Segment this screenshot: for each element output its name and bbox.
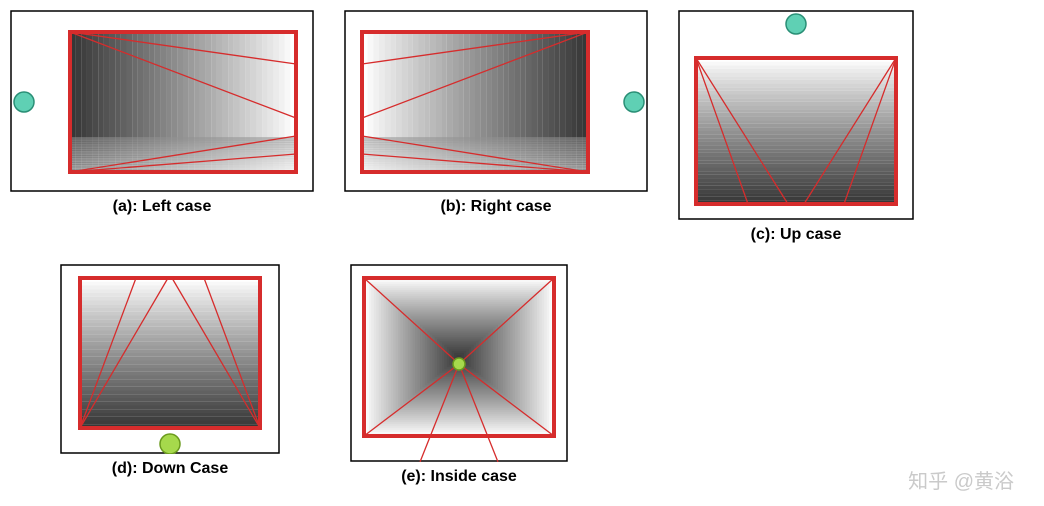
row-top: (a): Left case (b): Right case (c): Up c… bbox=[10, 10, 1034, 244]
caption-d: (d): Down Case bbox=[112, 460, 228, 478]
panel-d bbox=[60, 264, 280, 454]
caption-a: (a): Left case bbox=[113, 198, 212, 216]
panel-c bbox=[678, 10, 914, 220]
panel-a bbox=[10, 10, 314, 192]
panel-c-wrap: (c): Up case bbox=[678, 10, 914, 244]
panel-d-wrap: (d): Down Case bbox=[60, 264, 280, 486]
row-bottom: (d): Down Case (e): Inside case bbox=[60, 264, 1034, 486]
panel-e-wrap: (e): Inside case bbox=[350, 264, 568, 486]
caption-c: (c): Up case bbox=[751, 226, 842, 244]
panel-b bbox=[344, 10, 648, 192]
caption-b: (b): Right case bbox=[440, 198, 551, 216]
caption-e: (e): Inside case bbox=[401, 468, 517, 486]
panel-b-wrap: (b): Right case bbox=[344, 10, 648, 244]
panel-e bbox=[350, 264, 568, 462]
panel-a-wrap: (a): Left case bbox=[10, 10, 314, 244]
